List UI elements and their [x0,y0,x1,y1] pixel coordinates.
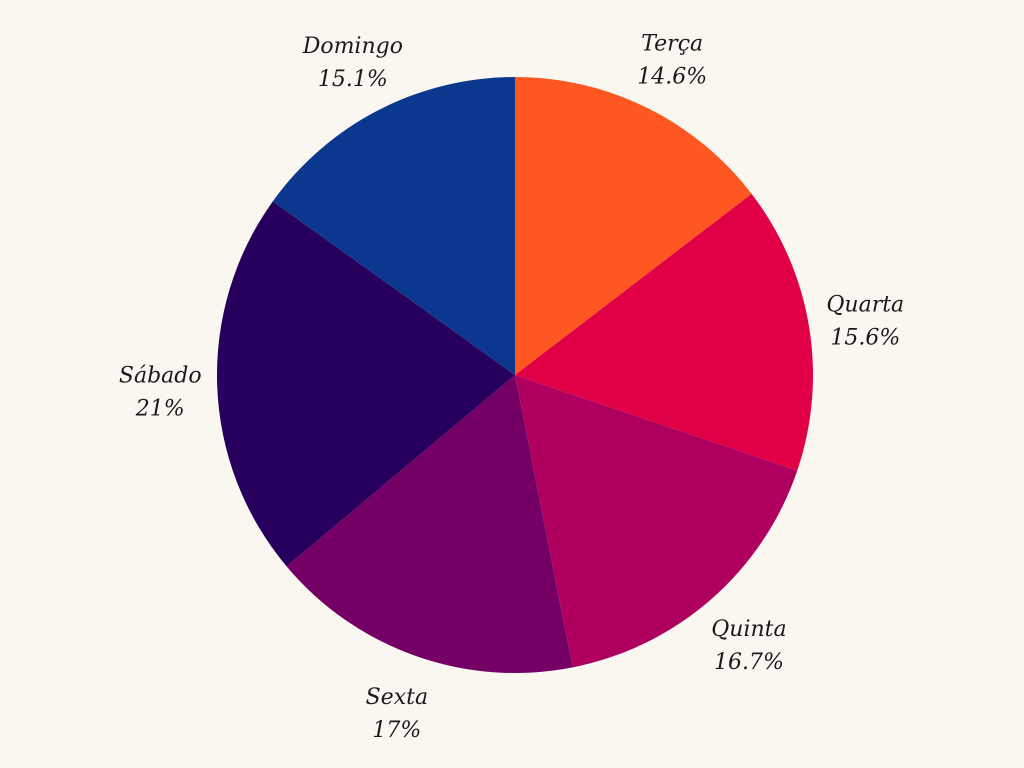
slice-percent-label: 14.6% [637,65,707,90]
pie-labels: Terça 14.6% Quarta 15.6% Quinta 16.7% Sexta 17%… [119,32,904,743]
slice-label: Sábado [119,363,202,388]
pie-slice-3 [515,375,798,668]
slice-percent-label: 17% [372,718,421,743]
pie-slice-1 [515,77,752,375]
slice-label: Terça [641,32,703,57]
pie-slice-4 [286,375,573,673]
pie-slice-5 [217,201,515,567]
slice-percent-label: 15.6% [830,325,900,350]
pie-slice-2 [515,193,814,471]
slice-label: Quarta [826,292,904,317]
pie-slice-6 [272,76,515,375]
slice-percent-label: 21% [135,396,185,421]
slice-percent-label: 16.7% [714,650,784,675]
slice-label: Quinta [711,617,786,642]
pie-slices [217,76,814,673]
slice-percent-label: 15.1% [318,67,388,92]
slice-label: Domingo [302,34,403,59]
slice-label: Sexta [366,685,428,710]
